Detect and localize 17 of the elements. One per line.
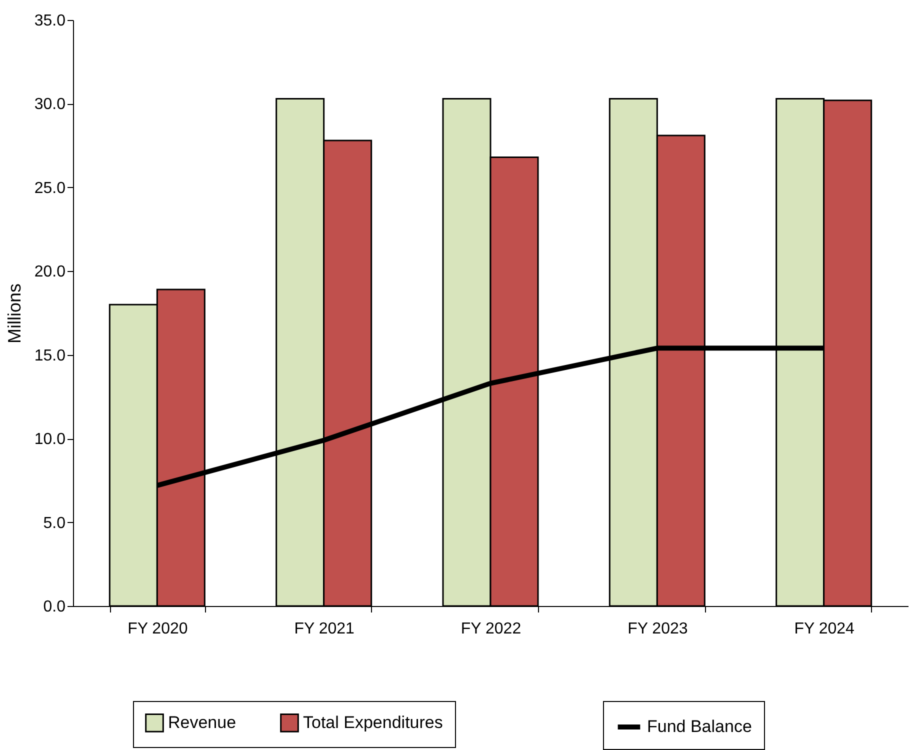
y-tick-label: 0.0 (43, 598, 66, 616)
y-tick-label: 10.0 (34, 431, 66, 448)
y-tick-label: 5.0 (43, 514, 66, 532)
y-axis-title: Millions (4, 283, 24, 344)
x-tick-label: FY 2020 (128, 620, 188, 638)
y-tick-label: 15.0 (34, 347, 66, 364)
y-tick-label: 20.0 (34, 264, 66, 281)
legend-label: Revenue (168, 712, 236, 732)
x-tick-label: FY 2022 (460, 620, 522, 638)
x-tick-label: FY 2024 (794, 620, 855, 638)
y-tick-label: 25.0 (34, 180, 66, 197)
x-tick-label: FY 2023 (628, 620, 688, 638)
y-tick-label: 35.0 (34, 12, 66, 30)
x-tick-label: FY 2021 (294, 620, 355, 638)
legend-label: Total Expenditures (303, 712, 443, 732)
legend-label: Fund Balance (647, 717, 752, 736)
y-tick-label: 30.0 (34, 96, 66, 114)
